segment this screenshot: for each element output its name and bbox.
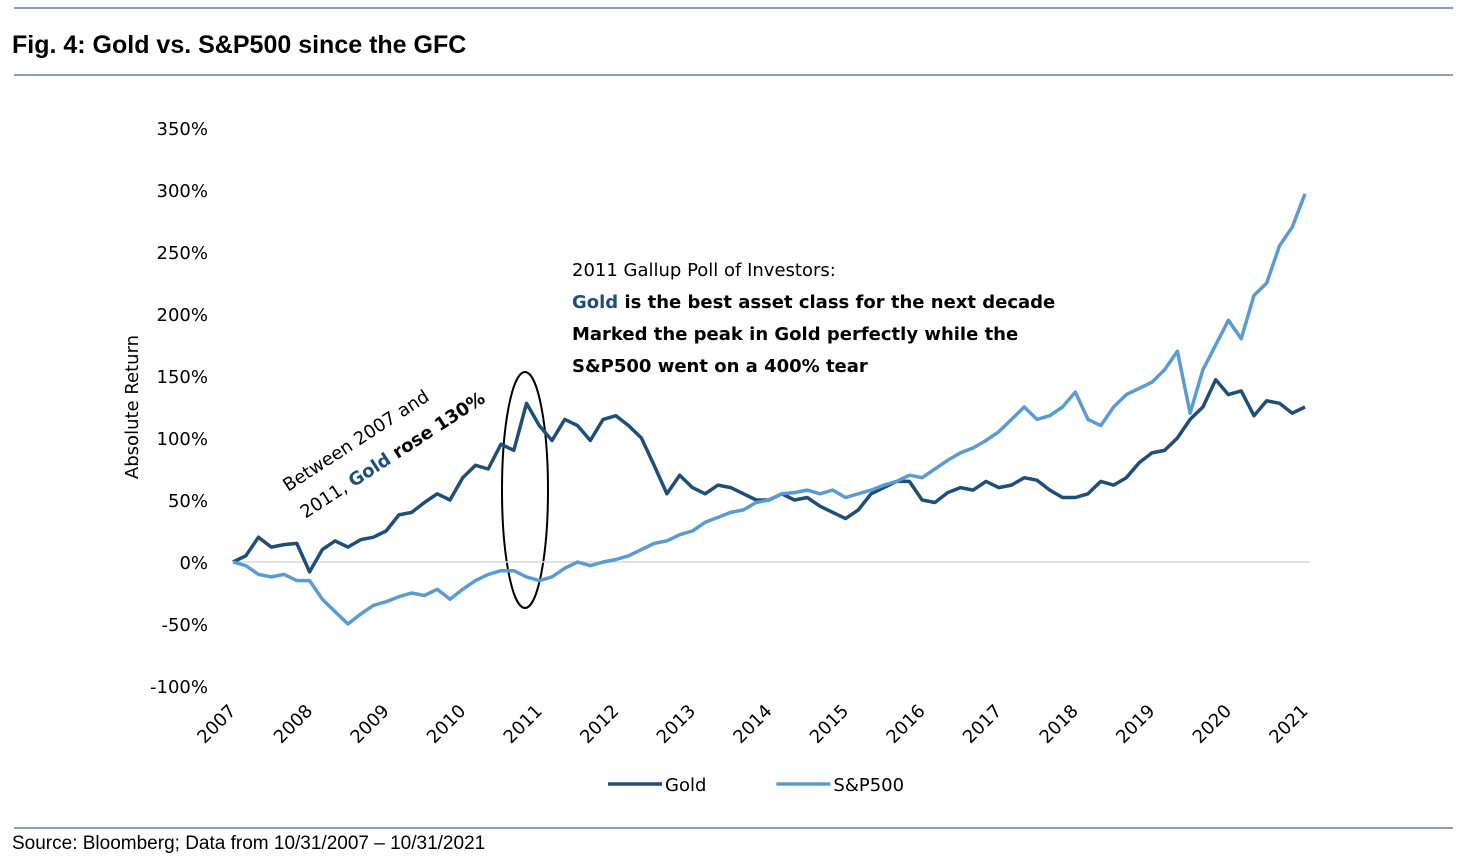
y-tick-label: 150%	[157, 367, 208, 388]
y-tick-label: 200%	[157, 305, 208, 326]
source-note: Source: Bloomberg; Data from 10/31/2007 …	[12, 833, 485, 854]
y-tick-label: -100%	[150, 677, 208, 698]
y-tick-label: 350%	[157, 119, 208, 140]
x-tick-label: 2009	[346, 701, 393, 748]
x-tick-label: 2016	[882, 701, 929, 748]
line-series	[232, 193, 1307, 626]
annotation: Marked the peak in Gold perfectly while …	[572, 324, 1018, 345]
annotation: S&P500 went on a 400% tear	[572, 356, 868, 377]
annotation: 2011 Gallup Poll of Investors:	[572, 260, 836, 281]
x-tick-label: 2015	[806, 701, 853, 748]
annotation-part: is the best asset class for the next dec…	[618, 292, 1055, 313]
y-tick-label: 250%	[157, 243, 208, 264]
y-tick-label: 300%	[157, 181, 208, 202]
x-tick-label: 2014	[729, 701, 776, 748]
y-tick-label: 50%	[168, 491, 208, 512]
y-axis-label: Absolute Return	[122, 335, 143, 479]
highlight-ellipse	[501, 371, 549, 609]
x-tick-label: 2007	[193, 701, 240, 748]
x-tick-label: 2018	[1036, 701, 1083, 748]
annotation-part: 2011 Gallup Poll of Investors:	[572, 260, 836, 281]
x-tick-label: 2017	[959, 701, 1006, 748]
x-tick-label: 2019	[1112, 701, 1159, 748]
annotation-part: Gold	[572, 292, 618, 313]
y-tick-label: 0%	[179, 553, 208, 574]
legend-label: Gold	[665, 775, 706, 796]
annotation-part: S&P500 went on a 400% tear	[572, 356, 868, 377]
legend-label: S&P500	[833, 775, 904, 796]
chart-title: Fig. 4: Gold vs. S&P500 since the GFC	[12, 31, 466, 59]
x-tick-label: 2021	[1265, 701, 1312, 748]
y-tick-label: -50%	[161, 615, 208, 636]
x-tick-label: 2020	[1189, 701, 1236, 748]
annotation: Gold is the best asset class for the nex…	[572, 292, 1055, 313]
x-tick-label: 2008	[270, 701, 317, 748]
x-tick-label: 2010	[423, 701, 470, 748]
x-tick-label: 2013	[653, 701, 700, 748]
x-tick-label: 2012	[576, 701, 623, 748]
y-tick-label: 100%	[157, 429, 208, 450]
annotation-part: Marked the peak in Gold perfectly while …	[572, 324, 1018, 345]
x-tick-label: 2011	[500, 701, 547, 748]
